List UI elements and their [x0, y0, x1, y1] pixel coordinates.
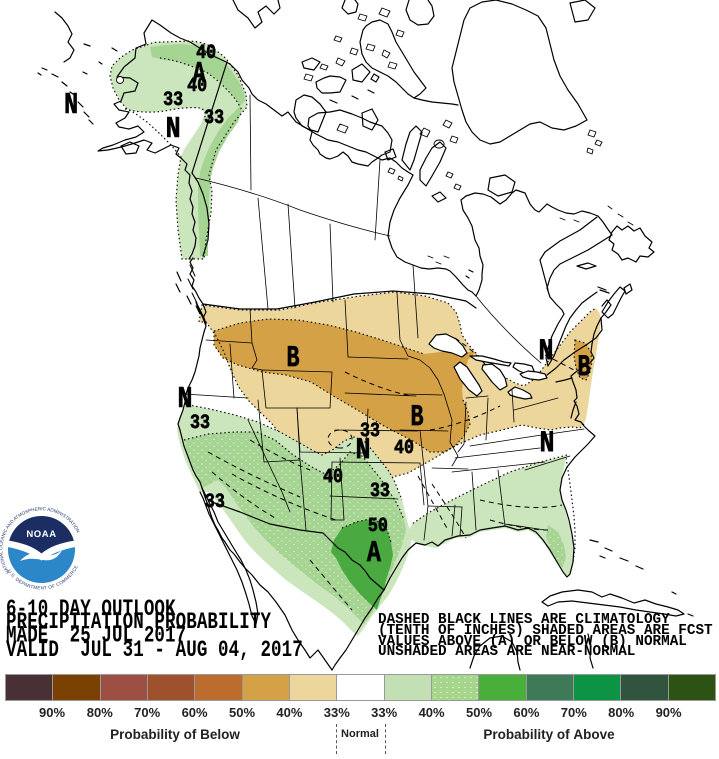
svg-text:33: 33: [360, 420, 380, 443]
svg-text:N: N: [64, 89, 78, 123]
svg-text:50: 50: [368, 515, 388, 538]
svg-text:33: 33: [163, 89, 183, 112]
svg-text:NOAA: NOAA: [26, 529, 56, 540]
svg-text:33: 33: [190, 412, 210, 435]
svg-text:33: 33: [370, 480, 390, 503]
svg-text:N: N: [166, 113, 181, 147]
svg-text:B: B: [410, 401, 423, 435]
svg-text:N: N: [355, 434, 370, 468]
svg-text:40: 40: [187, 75, 207, 98]
svg-text:B: B: [287, 342, 300, 376]
svg-text:40: 40: [323, 466, 343, 489]
svg-text:N: N: [539, 335, 554, 369]
svg-text:33: 33: [205, 491, 225, 514]
svg-text:33: 33: [204, 107, 224, 130]
svg-text:N: N: [539, 427, 554, 461]
svg-text:A: A: [367, 537, 381, 571]
svg-text:40: 40: [196, 42, 216, 65]
svg-text:B: B: [577, 351, 590, 385]
svg-text:40: 40: [394, 437, 414, 460]
svg-text:N: N: [177, 383, 192, 417]
svg-text:A: A: [193, 58, 206, 92]
